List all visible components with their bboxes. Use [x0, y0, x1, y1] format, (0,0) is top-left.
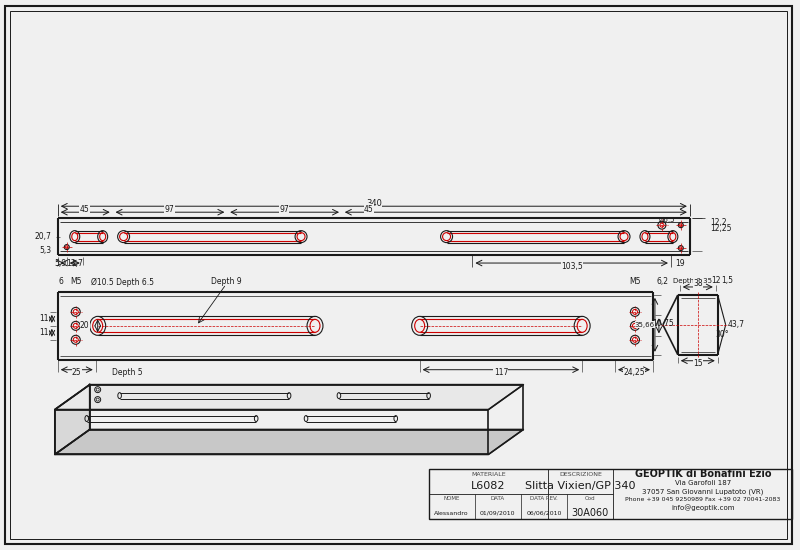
- Text: Via Garofoli 187: Via Garofoli 187: [674, 480, 731, 486]
- Text: 20,7: 20,7: [34, 232, 51, 241]
- Text: 45: 45: [80, 205, 90, 214]
- Text: 15: 15: [693, 359, 702, 368]
- Text: 6,2: 6,2: [657, 278, 669, 287]
- Text: info@geoptik.com: info@geoptik.com: [671, 504, 734, 510]
- Text: MATERIALE: MATERIALE: [471, 472, 506, 477]
- Text: 12,25: 12,25: [710, 224, 731, 233]
- Text: 12: 12: [711, 277, 721, 285]
- Text: Ø6,5: Ø6,5: [658, 217, 675, 223]
- Text: 13,7: 13,7: [66, 258, 83, 267]
- Text: 5,9: 5,9: [54, 258, 67, 267]
- Text: 30°: 30°: [716, 331, 730, 339]
- Text: Phone +39 045 9250989 Fax +39 02 70041-2083: Phone +39 045 9250989 Fax +39 02 70041-2…: [625, 497, 781, 502]
- Text: Slitta Vixien/GP 340: Slitta Vixien/GP 340: [526, 481, 636, 491]
- Text: Depth 0.35: Depth 0.35: [674, 278, 712, 284]
- Text: DESCRIZIONE: DESCRIZIONE: [559, 472, 602, 477]
- Text: 10,75: 10,75: [652, 320, 674, 328]
- Text: 117: 117: [494, 368, 508, 377]
- Text: Depth 5: Depth 5: [112, 368, 143, 377]
- Polygon shape: [55, 384, 523, 410]
- Text: DATA: DATA: [490, 496, 505, 501]
- Text: 1,5: 1,5: [722, 277, 734, 285]
- Text: 35,66: 35,66: [635, 322, 655, 328]
- Polygon shape: [55, 384, 90, 454]
- Text: NOME: NOME: [443, 496, 460, 501]
- Text: DATA REV.: DATA REV.: [530, 496, 558, 501]
- Text: L6082: L6082: [471, 481, 506, 491]
- Text: 38: 38: [693, 279, 702, 288]
- Text: 43,7: 43,7: [727, 320, 744, 329]
- Text: 340: 340: [366, 199, 382, 208]
- Text: 11: 11: [39, 315, 49, 323]
- Text: 37057 San Giovanni Lupatoto (VR): 37057 San Giovanni Lupatoto (VR): [642, 488, 763, 494]
- Text: 45: 45: [364, 205, 374, 214]
- Text: 6: 6: [58, 278, 63, 287]
- Text: 30A060: 30A060: [571, 508, 609, 518]
- Text: Depth 9: Depth 9: [211, 278, 242, 287]
- Text: Cod: Cod: [585, 496, 595, 501]
- Text: 06/06/2010: 06/06/2010: [526, 511, 562, 516]
- Text: M5: M5: [630, 278, 641, 287]
- Polygon shape: [55, 430, 523, 454]
- Text: 97: 97: [165, 205, 174, 214]
- Text: Alessandro: Alessandro: [434, 511, 469, 516]
- Text: 25: 25: [72, 368, 82, 377]
- Text: Ø10.5 Depth 6.5: Ø10.5 Depth 6.5: [91, 277, 154, 287]
- Text: 20: 20: [80, 321, 90, 331]
- Bar: [429, 469, 793, 519]
- Text: 103,5: 103,5: [562, 262, 583, 271]
- Text: 5,3: 5,3: [40, 246, 52, 255]
- Text: M5: M5: [70, 278, 82, 287]
- Text: 01/09/2010: 01/09/2010: [480, 511, 515, 516]
- Text: 97: 97: [279, 205, 289, 214]
- Text: 19: 19: [675, 258, 685, 267]
- Text: 24,25: 24,25: [623, 368, 645, 377]
- Text: GEOPTIK di Bonafini Ezio: GEOPTIK di Bonafini Ezio: [634, 469, 771, 480]
- Text: 12,2: 12,2: [710, 218, 726, 227]
- Text: 11: 11: [39, 328, 49, 337]
